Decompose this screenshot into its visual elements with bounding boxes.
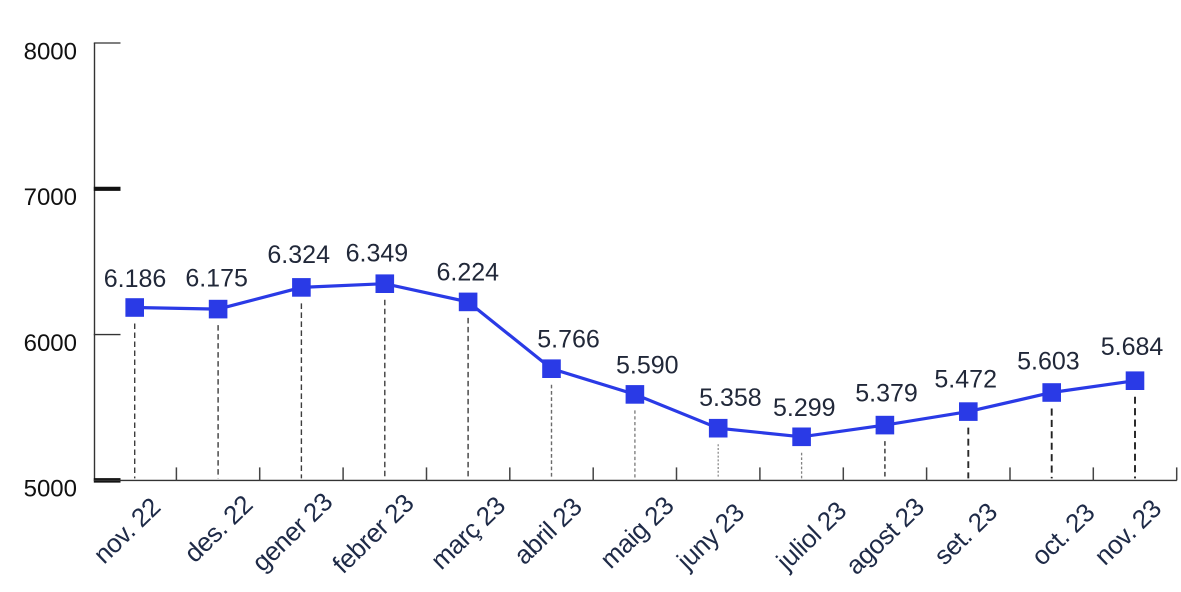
svg-text:5.379: 5.379 xyxy=(855,380,918,408)
svg-text:5.299: 5.299 xyxy=(773,394,836,422)
svg-text:6.175: 6.175 xyxy=(185,265,248,293)
svg-text:6000: 6000 xyxy=(24,330,77,357)
svg-text:5.590: 5.590 xyxy=(616,352,679,380)
svg-text:5000: 5000 xyxy=(24,476,77,503)
svg-text:5.358: 5.358 xyxy=(699,384,762,412)
svg-text:7000: 7000 xyxy=(24,184,77,211)
svg-text:6.224: 6.224 xyxy=(437,258,500,286)
svg-text:6.186: 6.186 xyxy=(104,265,167,293)
svg-text:5.684: 5.684 xyxy=(1101,333,1164,361)
svg-text:5.766: 5.766 xyxy=(537,325,600,353)
svg-text:5.603: 5.603 xyxy=(1017,348,1080,376)
svg-text:6.324: 6.324 xyxy=(267,241,330,269)
svg-text:8000: 8000 xyxy=(24,38,77,65)
svg-text:6.349: 6.349 xyxy=(346,240,409,268)
svg-text:5.472: 5.472 xyxy=(934,365,997,393)
